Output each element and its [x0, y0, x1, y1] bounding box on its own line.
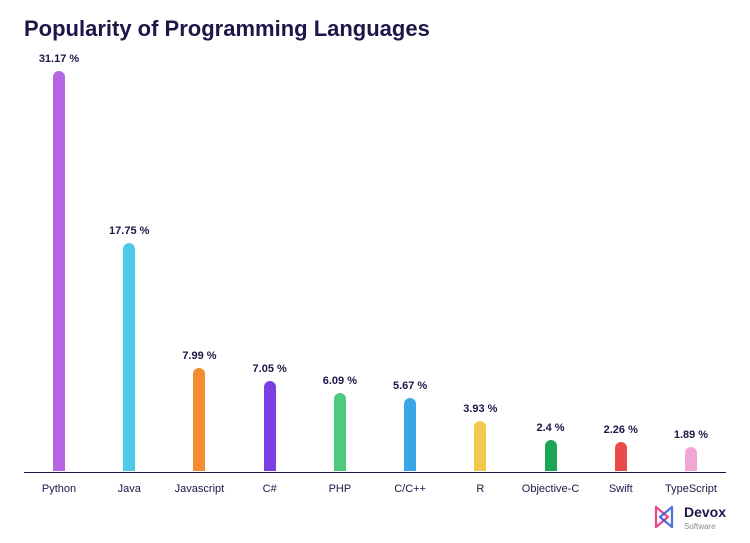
bar-group: 17.75 %Java: [94, 225, 164, 471]
bar-value: 7.99 %: [182, 350, 216, 362]
bar-group: 2.4 %Objective-C: [516, 422, 586, 471]
bar: [334, 393, 346, 471]
bar: [615, 442, 627, 471]
bar-group: 2.26 %Swift: [586, 424, 656, 471]
bar: [685, 447, 697, 471]
bar-value: 3.93 %: [463, 403, 497, 415]
bar-value: 6.09 %: [323, 375, 357, 387]
chart-title: Popularity of Programming Languages: [24, 16, 430, 42]
bar: [474, 421, 486, 471]
bar-label: Objective-C: [522, 483, 579, 495]
bar-label: R: [476, 483, 484, 495]
bar-value: 7.05 %: [253, 363, 287, 375]
devox-logo-icon: [650, 503, 678, 531]
bar-value: 17.75 %: [109, 225, 149, 237]
bar-chart: 31.17 %Python17.75 %Java7.99 %Javascript…: [24, 60, 726, 473]
bar-label: Swift: [609, 483, 633, 495]
bar-value: 31.17 %: [39, 53, 79, 65]
bar-label: C#: [263, 483, 277, 495]
bar: [545, 440, 557, 471]
bar-group: 31.17 %Python: [24, 53, 94, 471]
bar: [264, 381, 276, 471]
bar-label: Java: [118, 483, 141, 495]
bar-group: 1.89 %TypeScript: [656, 429, 726, 471]
bar-value: 2.26 %: [604, 424, 638, 436]
logo-name: Devox: [684, 504, 726, 520]
bar-value: 1.89 %: [674, 429, 708, 441]
logo-text-wrap: Devox Software: [684, 504, 726, 531]
bar-group: 6.09 %PHP: [305, 375, 375, 471]
bar: [404, 398, 416, 471]
brand-logo: Devox Software: [650, 503, 726, 531]
bar-group: 5.67 %C/C++: [375, 380, 445, 471]
bar: [53, 71, 65, 471]
bar-group: 3.93 %R: [445, 403, 515, 471]
bar-value: 2.4 %: [536, 422, 564, 434]
bar-label: TypeScript: [665, 483, 717, 495]
bar: [193, 368, 205, 471]
bar-group: 7.05 %C#: [235, 363, 305, 471]
bar-label: C/C++: [394, 483, 426, 495]
bar-label: PHP: [329, 483, 352, 495]
bar-label: Javascript: [175, 483, 225, 495]
bar-label: Python: [42, 483, 76, 495]
bar: [123, 243, 135, 471]
bar-value: 5.67 %: [393, 380, 427, 392]
logo-sub: Software: [684, 522, 726, 531]
bar-group: 7.99 %Javascript: [164, 350, 234, 471]
